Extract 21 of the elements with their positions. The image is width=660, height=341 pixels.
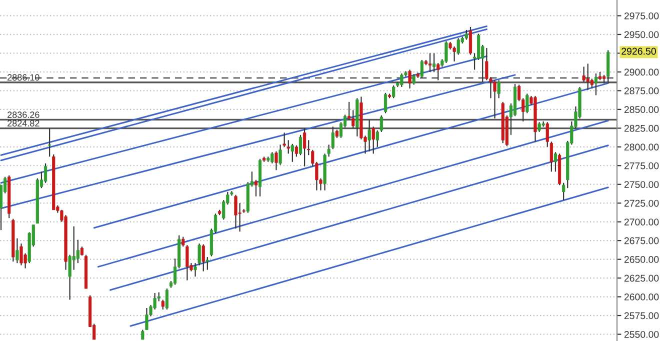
text: 2926.50 [622,48,656,55]
y-tick-label: 2900.00 [624,68,659,76]
ref-line-label: 2836.26 [8,112,40,118]
y-tick-label: 2575.00 [624,312,659,320]
y-tick-label: 2875.00 [624,87,659,94]
ref-line-label: 2824.82 [8,120,40,127]
y-tick-label: 2700.00 [624,218,659,226]
y-tick-label: 2550.00 [624,330,659,338]
y-tick-label: 2975.00 [624,12,659,20]
y-tick-label: 2775.00 [624,162,659,170]
y-tick-label: 2950.00 [624,31,659,38]
y-tick-label: 2725.00 [624,200,659,207]
y-tick-label: 2850.00 [624,106,659,114]
y-tick-label: 2650.00 [624,256,659,263]
y-tick-label: 2750.00 [624,181,659,188]
y-tick-label: 2825.00 [624,124,659,132]
y-tick-label: 2675.00 [624,237,659,244]
ref-line-label: 2886.10 [8,74,40,81]
y-tick-label: 2625.00 [624,274,659,282]
y-tick-label: 2600.00 [624,294,659,300]
y-tick-label: 2800.00 [624,144,659,151]
